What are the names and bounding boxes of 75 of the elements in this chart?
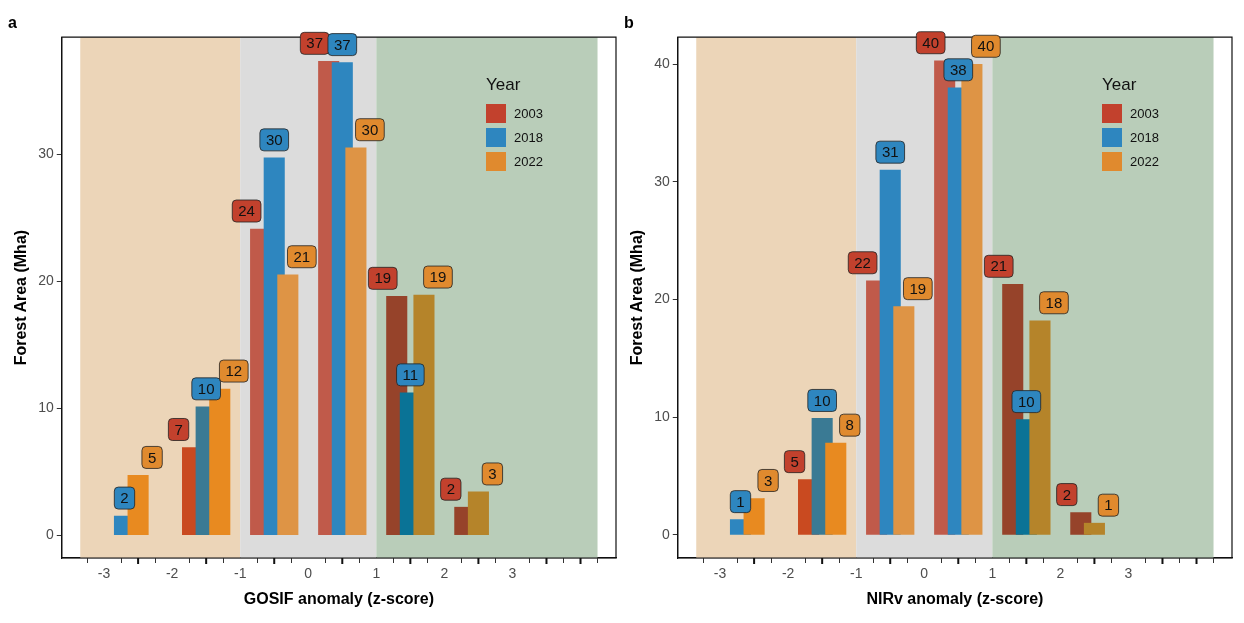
data-label: 40 <box>922 33 940 51</box>
x-tick-label: -1 <box>849 565 863 582</box>
data-label: 31 <box>881 143 899 161</box>
y-axis-title: Forest Area (Mha) <box>12 229 30 366</box>
chart-title: a <box>8 14 17 32</box>
bar <box>467 491 489 535</box>
y-tick-label: 10 <box>38 398 54 415</box>
data-label: 7 <box>174 420 183 438</box>
x-tick-label: -3 <box>97 565 111 582</box>
data-label: 21 <box>990 257 1008 275</box>
x-tick-label: 0 <box>304 565 313 582</box>
data-label: 5 <box>147 448 157 466</box>
data-label: 10 <box>813 391 831 409</box>
data-label: 30 <box>265 131 283 149</box>
x-tick-label: 3 <box>1124 565 1133 582</box>
data-label: 37 <box>306 34 324 52</box>
legend-title: Year <box>486 75 522 96</box>
data-label: 21 <box>293 247 311 265</box>
bar <box>825 442 847 535</box>
data-label: 8 <box>845 416 854 434</box>
data-label: 1 <box>736 492 745 510</box>
x-tick-label: -3 <box>713 565 727 582</box>
legend-label: 2018 <box>514 129 543 145</box>
data-label: 5 <box>790 452 799 470</box>
legend-label: 2018 <box>1130 129 1159 145</box>
bar <box>893 306 915 535</box>
data-label: 40 <box>977 37 995 55</box>
y-tick-label: 30 <box>654 172 670 189</box>
data-label: 22 <box>854 253 871 271</box>
legend-label: 2003 <box>1130 105 1159 121</box>
data-label: 2 <box>120 489 129 507</box>
x-tick-label: 2 <box>440 565 449 582</box>
x-tick-label: 1 <box>372 565 381 582</box>
x-tick-label: 0 <box>920 565 929 582</box>
bar <box>277 274 299 535</box>
x-tick-label: -1 <box>233 565 247 582</box>
y-axis-title: Forest Area (Mha) <box>628 229 646 366</box>
chart-title: b <box>624 14 634 32</box>
data-label: 2 <box>446 480 455 498</box>
legend-title: Year <box>1102 75 1138 96</box>
data-label: 19 <box>909 279 927 297</box>
data-label: 12 <box>225 362 243 380</box>
y-tick-label: 0 <box>45 525 54 542</box>
legend-label: 2003 <box>514 105 543 121</box>
data-label: 18 <box>1045 293 1063 311</box>
data-label: 19 <box>374 269 392 287</box>
data-label: 1 <box>1104 496 1113 514</box>
legend-label: 2022 <box>1130 153 1159 169</box>
bar <box>1083 522 1105 535</box>
legend-label: 2022 <box>514 153 543 169</box>
data-label: 2 <box>1062 485 1071 503</box>
x-axis-title: NIRv anomaly (z-score) <box>866 589 1044 607</box>
x-axis-title: GOSIF anomaly (z-score) <box>243 589 435 607</box>
data-label: 11 <box>402 366 419 384</box>
x-tick-label: -2 <box>165 565 179 582</box>
bar <box>345 147 367 535</box>
y-tick-label: 10 <box>654 408 670 425</box>
y-tick-label: 20 <box>38 271 54 288</box>
x-tick-label: 1 <box>988 565 997 582</box>
x-tick-label: -2 <box>781 565 795 582</box>
data-label: 37 <box>333 35 351 53</box>
data-label: 19 <box>429 268 447 286</box>
y-tick-label: 40 <box>654 55 670 72</box>
data-label: 30 <box>361 120 379 138</box>
data-label: 3 <box>488 465 497 483</box>
data-label: 24 <box>238 202 255 220</box>
y-tick-label: 0 <box>661 525 670 542</box>
data-label: 38 <box>949 60 967 78</box>
data-label: 10 <box>197 379 215 397</box>
data-label: 10 <box>1018 392 1035 410</box>
x-tick-label: 3 <box>508 565 517 582</box>
data-label: 3 <box>763 471 773 489</box>
y-tick-label: 20 <box>654 290 670 307</box>
y-tick-label: 30 <box>38 144 54 161</box>
x-tick-label: 2 <box>1056 565 1065 582</box>
